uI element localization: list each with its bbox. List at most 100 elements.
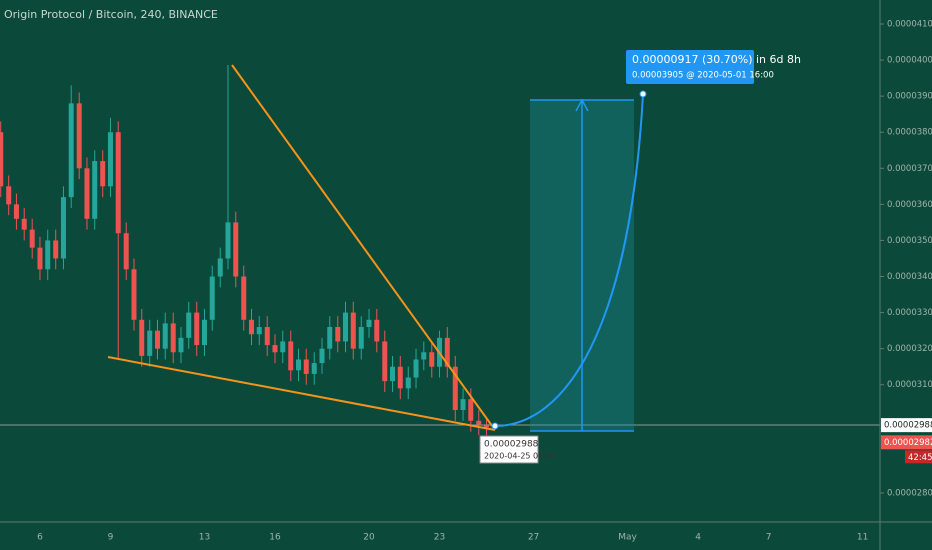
x-tick-label: 20: [363, 533, 375, 543]
candle-body: [194, 312, 200, 346]
x-tick-label: 4: [695, 533, 701, 543]
candle-body: [92, 161, 98, 219]
candle-body: [225, 222, 231, 259]
x-tick-label: 13: [199, 533, 210, 543]
countdown: 42:45: [908, 453, 932, 463]
candle-body: [139, 319, 145, 356]
candle-body: [390, 366, 396, 382]
candle-body: [476, 420, 482, 425]
candle-body: [405, 377, 411, 389]
candle-body: [123, 233, 129, 270]
tooltip-line2: 0.00003905 @ 2020-05-01 16:00: [632, 71, 774, 81]
candle-body: [45, 240, 51, 270]
candle-body: [0, 132, 4, 187]
price-line-label: 0.00002988: [884, 421, 932, 431]
y-tick-label: 0.00002800: [887, 488, 932, 498]
last-price-label: 0.00002982: [884, 438, 932, 448]
candle-body: [468, 399, 474, 421]
candle-body: [413, 359, 419, 378]
candle-body: [264, 327, 270, 346]
x-tick-label: 16: [269, 533, 281, 543]
candle-body: [303, 359, 309, 374]
wedge-upper: [231, 64, 496, 431]
start-price: 0.00002988: [484, 440, 539, 450]
candle-body: [296, 359, 302, 371]
candle-body: [131, 269, 137, 320]
candle-body: [429, 352, 435, 367]
candle-body: [21, 218, 27, 230]
last-price-tag: [881, 435, 932, 450]
candle-body: [272, 345, 278, 353]
x-tick-label: 9: [108, 533, 114, 543]
candle-body: [327, 327, 333, 349]
candle-body: [319, 348, 325, 364]
candle-body: [217, 258, 223, 277]
candle-body: [366, 319, 372, 328]
candle-body: [178, 337, 184, 353]
candle-body: [37, 247, 43, 270]
candle-body: [421, 352, 427, 360]
candle-body: [233, 222, 239, 277]
candle-body: [452, 366, 458, 410]
arrow-head: [575, 98, 589, 112]
x-tick-label: May: [618, 533, 637, 543]
candle-body: [374, 319, 380, 342]
candle-body: [382, 341, 388, 382]
projection-curve: [494, 93, 644, 427]
candle-body: [115, 132, 121, 234]
candle-body: [147, 330, 153, 356]
candle-body: [241, 276, 247, 320]
start-point: [491, 422, 499, 430]
countdown-tag: [905, 450, 932, 464]
candle-body: [84, 168, 90, 219]
candle-body: [29, 229, 35, 248]
candle-body: [100, 161, 106, 187]
projection-tooltip: [626, 50, 754, 84]
x-tick-label: 7: [766, 533, 772, 543]
candle-body: [288, 341, 294, 371]
candle-body: [209, 276, 215, 320]
candle-body: [335, 327, 341, 342]
candle-body: [350, 312, 356, 349]
x-tick-label: 23: [434, 533, 445, 543]
x-tick-label: 6: [37, 533, 43, 543]
candle-body: [484, 424, 490, 428]
price-line-tag: [881, 418, 932, 433]
candle-body: [13, 204, 19, 219]
candle-body: [186, 312, 192, 338]
candle-body: [343, 312, 349, 342]
candle-body: [397, 366, 403, 389]
end-point: [639, 90, 647, 98]
candle-body: [201, 319, 207, 346]
candle-body: [358, 327, 364, 349]
candle-body: [76, 103, 82, 169]
candle-body: [280, 341, 286, 353]
candle-body: [68, 103, 74, 198]
candle-body: [6, 186, 12, 205]
wedge-lower: [107, 356, 496, 431]
tooltip-line1: 0.00000917 (30.70%) in 6d 8h: [632, 53, 801, 66]
candle-body: [256, 327, 262, 335]
candle-body: [162, 323, 168, 349]
candle-body: [60, 197, 66, 259]
x-tick-label: 27: [528, 533, 539, 543]
plot: [0, 65, 490, 436]
chart-title: Origin Protocol / Bitcoin, 240, BINANCE: [4, 8, 218, 21]
candle-body: [444, 337, 450, 367]
candle-body: [53, 240, 59, 259]
x-tick-label: 11: [857, 533, 868, 543]
